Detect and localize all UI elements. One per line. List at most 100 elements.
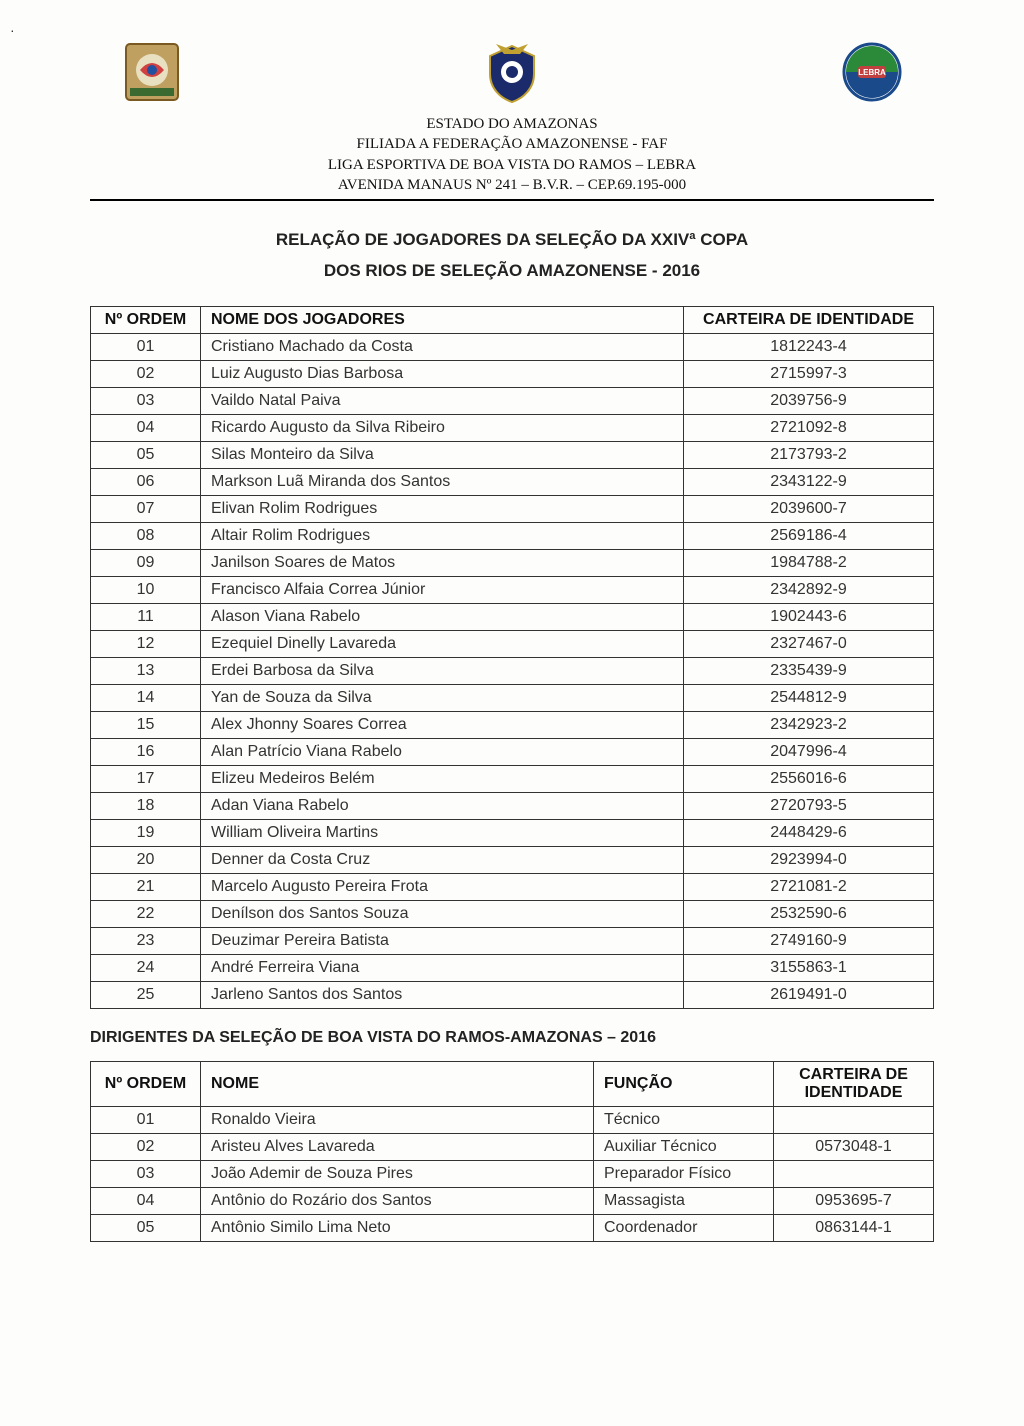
cell-nome: Francisco Alfaia Correa Júnior	[201, 577, 684, 604]
cell-ordem: 06	[91, 469, 201, 496]
table-row: 04Antônio do Rozário dos SantosMassagist…	[91, 1188, 934, 1215]
cell-id: 2342892-9	[684, 577, 934, 604]
cell-nome: João Ademir de Souza Pires	[201, 1161, 594, 1188]
cell-id: 0573048-1	[774, 1134, 934, 1161]
table-row: 03Vaildo Natal Paiva2039756-9	[91, 388, 934, 415]
cell-nome: Erdei Barbosa da Silva	[201, 658, 684, 685]
scan-artifact-mark: ·	[10, 22, 18, 30]
table-row: 01Cristiano Machado da Costa1812243-4	[91, 334, 934, 361]
cell-ordem: 05	[91, 442, 201, 469]
cell-nome: Marcelo Augusto Pereira Frota	[201, 874, 684, 901]
staff-table: Nº ORDEM NOME FUNÇÃO CARTEIRA DE IDENTID…	[90, 1061, 934, 1242]
cell-ordem: 13	[91, 658, 201, 685]
cell-ordem: 24	[91, 955, 201, 982]
cell-funcao: Coordenador	[594, 1215, 774, 1242]
table-row: 14Yan de Souza da Silva2544812-9	[91, 685, 934, 712]
cell-ordem: 04	[91, 1188, 201, 1215]
table-row: 05Antônio Similo Lima NetoCoordenador086…	[91, 1215, 934, 1242]
table-row: 15Alex Jhonny Soares Correa2342923-2	[91, 712, 934, 739]
cell-nome: Adan Viana Rabelo	[201, 793, 684, 820]
table-row: 24André Ferreira Viana3155863-1	[91, 955, 934, 982]
table-row: 13Erdei Barbosa da Silva2335439-9	[91, 658, 934, 685]
cell-id: 2544812-9	[684, 685, 934, 712]
table-row: 21Marcelo Augusto Pereira Frota2721081-2	[91, 874, 934, 901]
table-row: 01Ronaldo VieiraTécnico	[91, 1107, 934, 1134]
table-row: 09Janilson Soares de Matos1984788-2	[91, 550, 934, 577]
cell-ordem: 23	[91, 928, 201, 955]
table-row: 18Adan Viana Rabelo2720793-5	[91, 793, 934, 820]
cell-ordem: 17	[91, 766, 201, 793]
table-row: 02Luiz Augusto Dias Barbosa2715997-3	[91, 361, 934, 388]
cell-nome: Alex Jhonny Soares Correa	[201, 712, 684, 739]
cell-id: 2327467-0	[684, 631, 934, 658]
logo-center-icon	[480, 40, 544, 104]
cell-ordem: 25	[91, 982, 201, 1009]
cell-id: 2720793-5	[684, 793, 934, 820]
cell-ordem: 01	[91, 1107, 201, 1134]
col-header-nome: NOME	[201, 1062, 594, 1107]
title-line2: DOS RIOS DE SELEÇÃO AMAZONENSE - 2016	[90, 256, 934, 287]
cell-nome: Denílson dos Santos Souza	[201, 901, 684, 928]
table-row: 02Aristeu Alves LavaredaAuxiliar Técnico…	[91, 1134, 934, 1161]
cell-nome: Elivan Rolim Rodrigues	[201, 496, 684, 523]
cell-ordem: 05	[91, 1215, 201, 1242]
cell-nome: Altair Rolim Rodrigues	[201, 523, 684, 550]
table-row: 05Silas Monteiro da Silva2173793-2	[91, 442, 934, 469]
cell-id: 2039756-9	[684, 388, 934, 415]
table-row: 20Denner da Costa Cruz2923994-0	[91, 847, 934, 874]
letterhead: ESTADO DO AMAZONAS FILIADA A FEDERAÇÃO A…	[90, 114, 934, 201]
table-row: 04Ricardo Augusto da Silva Ribeiro272109…	[91, 415, 934, 442]
cell-id: 2335439-9	[684, 658, 934, 685]
cell-ordem: 14	[91, 685, 201, 712]
table-row: 07Elivan Rolim Rodrigues2039600-7	[91, 496, 934, 523]
cell-id: 3155863-1	[684, 955, 934, 982]
table-row: 12Ezequiel Dinelly Lavareda2327467-0	[91, 631, 934, 658]
col-header-funcao: FUNÇÃO	[594, 1062, 774, 1107]
cell-id: 2047996-4	[684, 739, 934, 766]
cell-nome: Luiz Augusto Dias Barbosa	[201, 361, 684, 388]
col-header-id: CARTEIRA DE IDENTIDADE	[774, 1062, 934, 1107]
cell-nome: Antônio do Rozário dos Santos	[201, 1188, 594, 1215]
table-row: 22Denílson dos Santos Souza2532590-6	[91, 901, 934, 928]
cell-id: 0863144-1	[774, 1215, 934, 1242]
cell-id: 2715997-3	[684, 361, 934, 388]
cell-ordem: 19	[91, 820, 201, 847]
cell-funcao: Auxiliar Técnico	[594, 1134, 774, 1161]
players-table: Nº ORDEM NOME DOS JOGADORES CARTEIRA DE …	[90, 306, 934, 1009]
cell-funcao: Massagista	[594, 1188, 774, 1215]
cell-ordem: 02	[91, 1134, 201, 1161]
cell-id	[774, 1161, 934, 1188]
cell-nome: André Ferreira Viana	[201, 955, 684, 982]
cell-nome: Vaildo Natal Paiva	[201, 388, 684, 415]
table-row: 23Deuzimar Pereira Batista2749160-9	[91, 928, 934, 955]
document-title: RELAÇÃO DE JOGADORES DA SELEÇÃO DA XXIVª…	[90, 225, 934, 286]
letterhead-line: LIGA ESPORTIVA DE BOA VISTA DO RAMOS – L…	[90, 155, 934, 175]
logo-left-icon	[120, 40, 184, 104]
cell-nome: Antônio Similo Lima Neto	[201, 1215, 594, 1242]
cell-id: 2342923-2	[684, 712, 934, 739]
col-header-ordem: Nº ORDEM	[91, 1062, 201, 1107]
cell-nome: Alason Viana Rabelo	[201, 604, 684, 631]
cell-id: 2039600-7	[684, 496, 934, 523]
staff-header-row: Nº ORDEM NOME FUNÇÃO CARTEIRA DE IDENTID…	[91, 1062, 934, 1107]
cell-ordem: 20	[91, 847, 201, 874]
cell-id	[774, 1107, 934, 1134]
cell-nome: Jarleno Santos dos Santos	[201, 982, 684, 1009]
cell-ordem: 09	[91, 550, 201, 577]
svg-text:LEBRA: LEBRA	[858, 68, 886, 77]
table-row: 17Elizeu Medeiros Belém2556016-6	[91, 766, 934, 793]
col-header-nome: NOME DOS JOGADORES	[201, 307, 684, 334]
letterhead-line: ESTADO DO AMAZONAS	[90, 114, 934, 134]
table-row: 25Jarleno Santos dos Santos2619491-0	[91, 982, 934, 1009]
cell-ordem: 02	[91, 361, 201, 388]
cell-nome: William Oliveira Martins	[201, 820, 684, 847]
letterhead-line: FILIADA A FEDERAÇÃO AMAZONENSE - FAF	[90, 134, 934, 154]
cell-ordem: 21	[91, 874, 201, 901]
cell-nome: Ricardo Augusto da Silva Ribeiro	[201, 415, 684, 442]
table-row: 11Alason Viana Rabelo1902443-6	[91, 604, 934, 631]
cell-ordem: 15	[91, 712, 201, 739]
cell-nome: Markson Luã Miranda dos Santos	[201, 469, 684, 496]
cell-id: 2923994-0	[684, 847, 934, 874]
cell-ordem: 04	[91, 415, 201, 442]
cell-id: 2173793-2	[684, 442, 934, 469]
